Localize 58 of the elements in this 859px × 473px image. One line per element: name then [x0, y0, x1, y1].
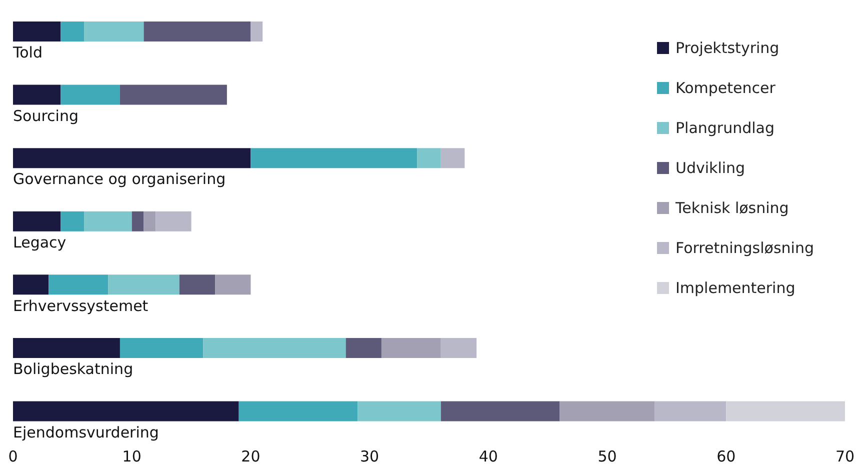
bar — [560, 401, 655, 422]
y-tick-label: Told — [12, 44, 42, 62]
bar — [13, 211, 61, 232]
bar — [60, 84, 120, 105]
bar — [381, 338, 441, 358]
bar — [238, 401, 358, 422]
x-tick-label: 60 — [716, 448, 736, 466]
x-tick-label: 0 — [8, 448, 18, 466]
bar — [417, 148, 441, 168]
legend-label: Implementering — [675, 279, 796, 297]
legend-label: Forretningsløsning — [675, 239, 814, 257]
bar — [144, 22, 251, 42]
bar — [120, 338, 204, 358]
legend-label: Projektstyring — [675, 39, 780, 57]
bar — [346, 338, 382, 358]
x-tick-label: 50 — [598, 448, 617, 466]
y-tick-label: Sourcing — [13, 106, 78, 125]
bar — [440, 148, 465, 168]
bar — [48, 274, 108, 295]
legend-label: Udvikling — [675, 159, 746, 177]
bar — [179, 274, 216, 295]
x-tick-label: 40 — [478, 448, 498, 466]
bar — [13, 338, 120, 358]
bar — [440, 401, 560, 422]
bar — [144, 211, 156, 232]
bar — [156, 211, 192, 232]
x-tick-label: 70 — [835, 448, 855, 466]
y-tick-label: Erhvervssystemet — [13, 296, 148, 315]
y-tick-label: Ejendomsvurdering — [13, 423, 159, 442]
bar — [203, 338, 346, 358]
bar — [440, 338, 477, 358]
legend-label: Kompetencer — [675, 79, 776, 97]
bar — [60, 22, 84, 42]
y-tick-label: Boligbeskatning — [13, 360, 134, 378]
legend-label: Teknisk løsning — [675, 199, 789, 217]
bar — [13, 84, 61, 105]
bar — [13, 401, 239, 422]
bar — [654, 401, 726, 422]
x-tick-label: 10 — [122, 448, 142, 466]
y-tick-label: Legacy — [13, 234, 66, 252]
bar — [108, 274, 180, 295]
legend-label: Plangrundlag — [675, 119, 775, 137]
bar — [13, 148, 251, 168]
bar — [132, 211, 144, 232]
bar — [250, 22, 263, 42]
bar — [120, 84, 227, 105]
bar — [13, 274, 49, 295]
bar — [84, 211, 132, 232]
x-tick-label: 30 — [360, 448, 380, 466]
bar — [84, 22, 144, 42]
bar — [215, 274, 251, 295]
y-tick-label: Governance og organisering — [13, 170, 226, 188]
x-tick-label: 20 — [241, 448, 260, 466]
bar — [250, 148, 418, 168]
bar — [13, 22, 61, 42]
bar — [60, 211, 84, 232]
bar — [358, 401, 441, 422]
bar — [726, 401, 845, 422]
